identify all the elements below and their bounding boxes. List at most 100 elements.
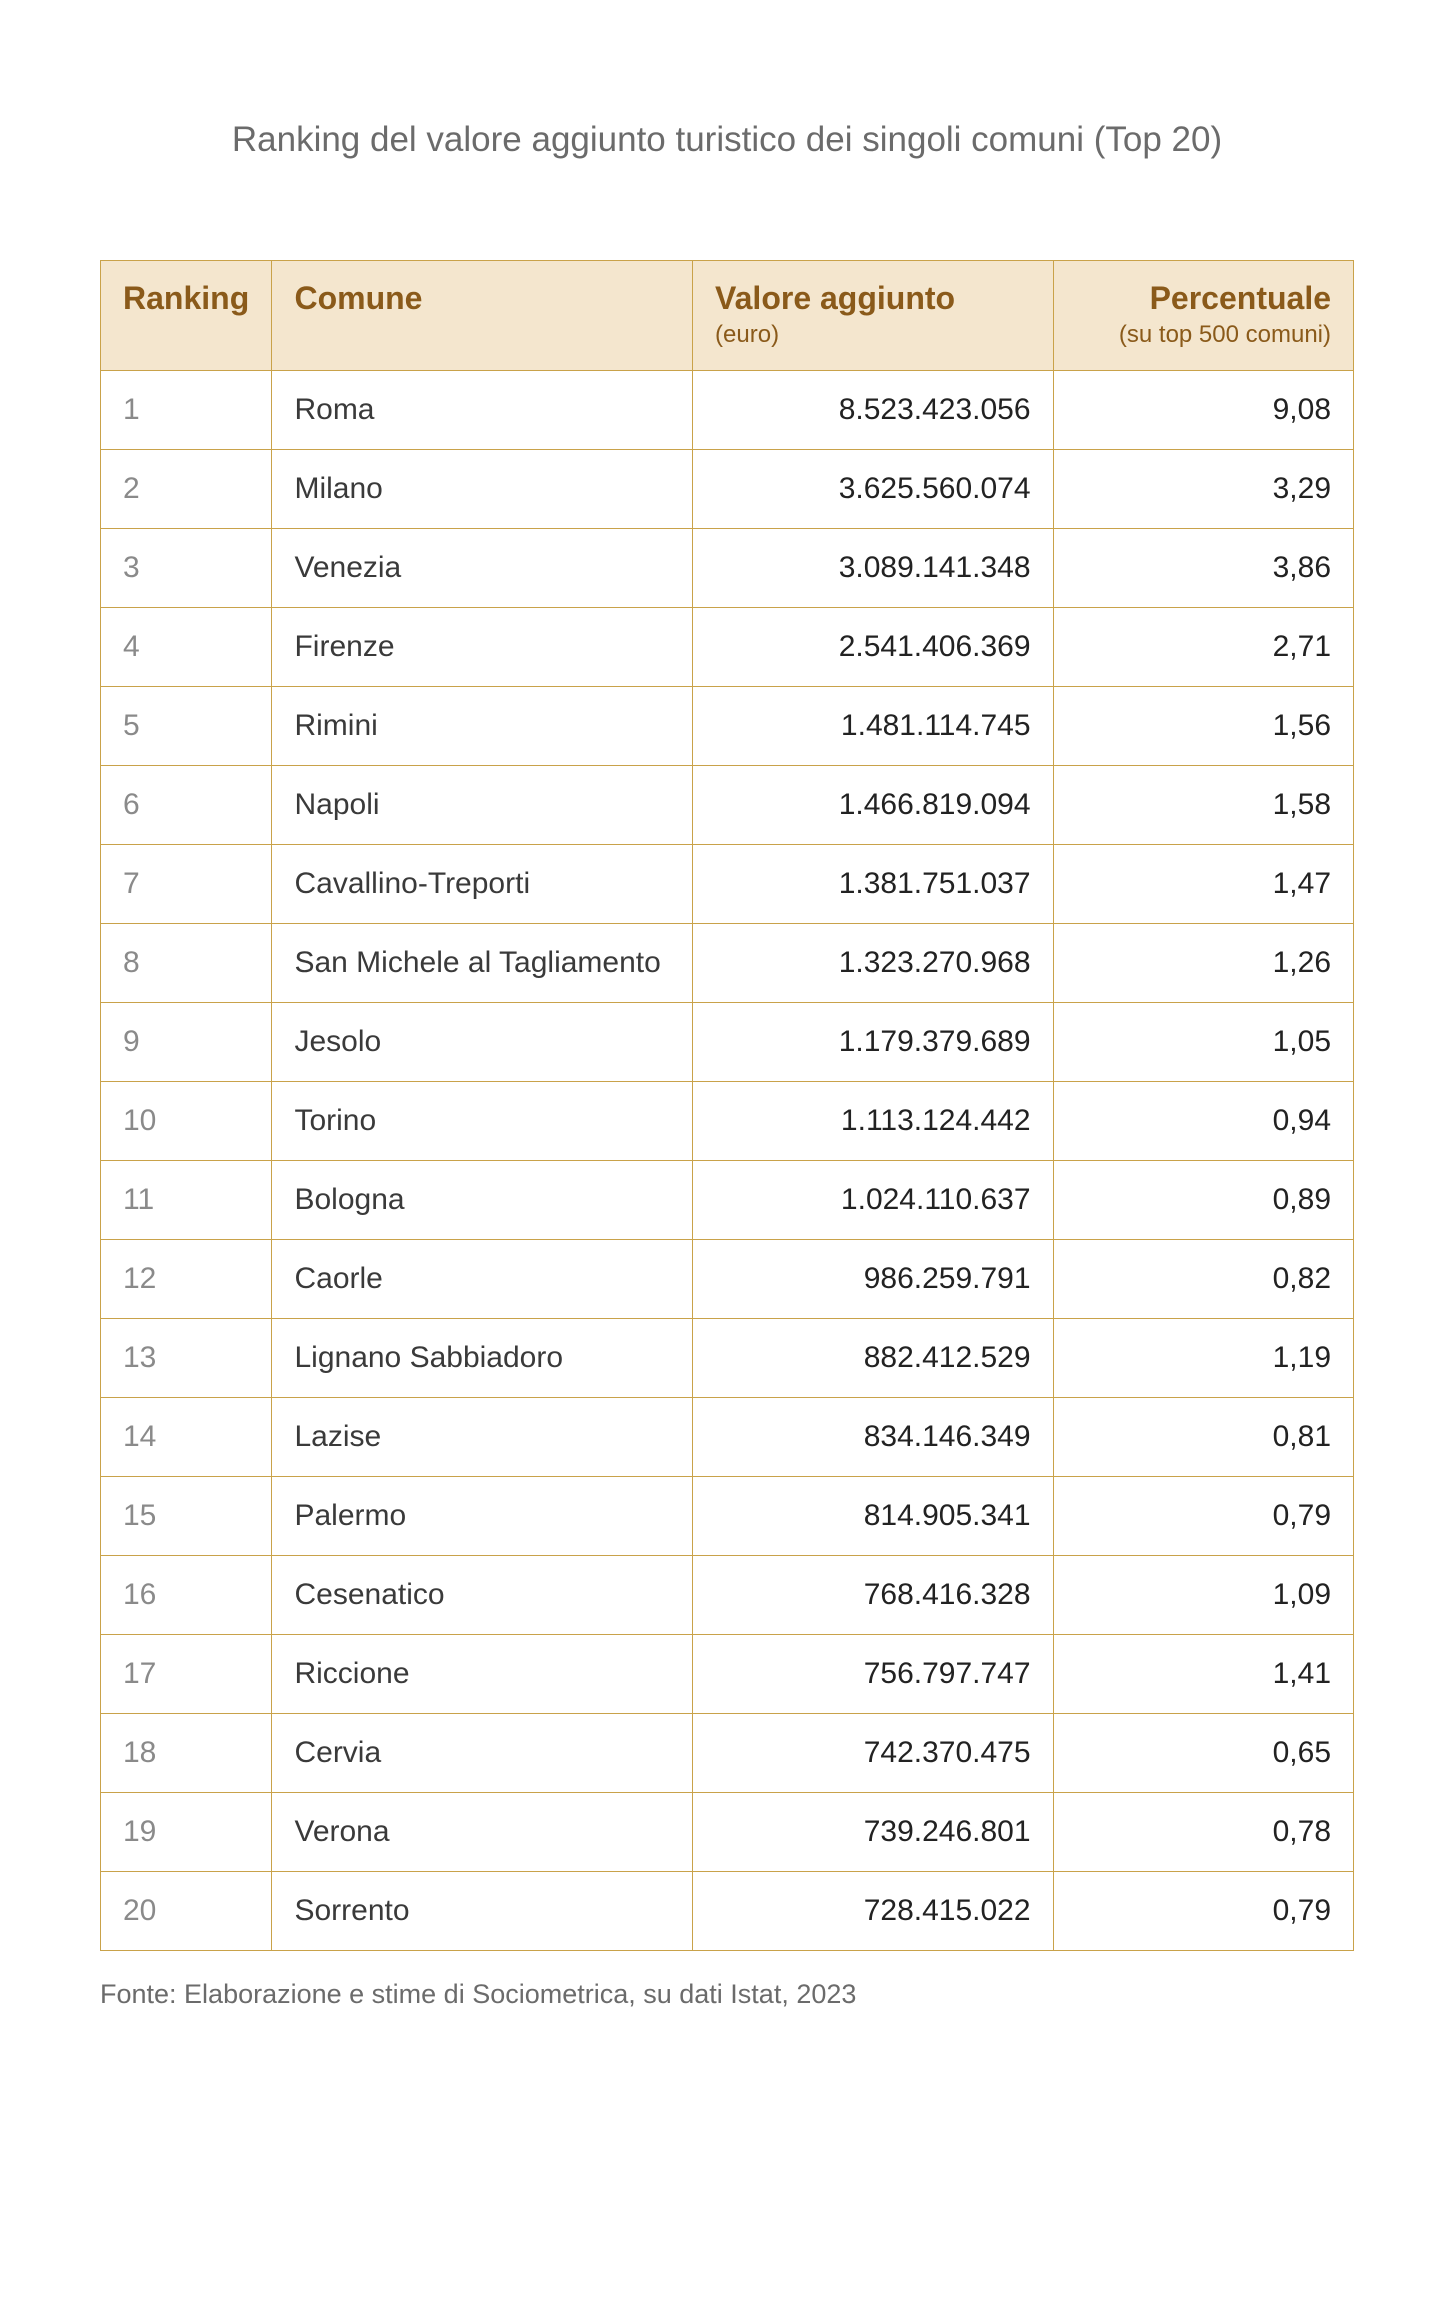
cell-valore: 3.089.141.348: [693, 529, 1054, 608]
table-row: 13Lignano Sabbiadoro882.412.5291,19: [101, 1319, 1354, 1398]
cell-comune: Jesolo: [272, 1003, 693, 1082]
cell-percentuale: 0,78: [1053, 1793, 1353, 1872]
cell-percentuale: 0,82: [1053, 1240, 1353, 1319]
cell-comune: Lignano Sabbiadoro: [272, 1319, 693, 1398]
col-header-comune: Comune: [272, 261, 693, 371]
cell-comune: Sorrento: [272, 1872, 693, 1951]
cell-percentuale: 0,79: [1053, 1477, 1353, 1556]
cell-valore: 739.246.801: [693, 1793, 1054, 1872]
cell-valore: 8.523.423.056: [693, 371, 1054, 450]
cell-valore: 1.024.110.637: [693, 1161, 1054, 1240]
table-header-row: Ranking Comune Valore aggiunto (euro) Pe…: [101, 261, 1354, 371]
cell-rank: 18: [101, 1714, 272, 1793]
col-header-label: Valore aggiunto: [715, 280, 955, 316]
cell-percentuale: 1,05: [1053, 1003, 1353, 1082]
cell-percentuale: 3,29: [1053, 450, 1353, 529]
table-row: 2Milano3.625.560.0743,29: [101, 450, 1354, 529]
cell-valore: 814.905.341: [693, 1477, 1054, 1556]
col-header-percentuale: Percentuale (su top 500 comuni): [1053, 261, 1353, 371]
cell-rank: 17: [101, 1635, 272, 1714]
cell-percentuale: 1,58: [1053, 766, 1353, 845]
table-row: 5Rimini1.481.114.7451,56: [101, 687, 1354, 766]
cell-rank: 11: [101, 1161, 272, 1240]
table-row: 9Jesolo1.179.379.6891,05: [101, 1003, 1354, 1082]
cell-rank: 13: [101, 1319, 272, 1398]
cell-comune: Cesenatico: [272, 1556, 693, 1635]
table-row: 14Lazise834.146.3490,81: [101, 1398, 1354, 1477]
cell-comune: Verona: [272, 1793, 693, 1872]
col-header-label: Percentuale: [1150, 280, 1331, 316]
cell-valore: 742.370.475: [693, 1714, 1054, 1793]
cell-rank: 8: [101, 924, 272, 1003]
cell-rank: 3: [101, 529, 272, 608]
col-header-ranking: Ranking: [101, 261, 272, 371]
cell-valore: 1.323.270.968: [693, 924, 1054, 1003]
cell-valore: 834.146.349: [693, 1398, 1054, 1477]
cell-percentuale: 1,41: [1053, 1635, 1353, 1714]
cell-valore: 882.412.529: [693, 1319, 1054, 1398]
cell-comune: Cervia: [272, 1714, 693, 1793]
col-header-sublabel: (euro): [715, 321, 1031, 350]
col-header-sublabel: (su top 500 comuni): [1076, 321, 1331, 350]
page-title: Ranking del valore aggiunto turistico de…: [100, 120, 1354, 160]
cell-rank: 15: [101, 1477, 272, 1556]
col-header-label: Comune: [294, 280, 422, 316]
table-header: Ranking Comune Valore aggiunto (euro) Pe…: [101, 261, 1354, 371]
cell-valore: 728.415.022: [693, 1872, 1054, 1951]
source-footnote: Fonte: Elaborazione e stime di Sociometr…: [100, 1979, 1354, 2010]
cell-percentuale: 1,26: [1053, 924, 1353, 1003]
table-row: 10Torino1.113.124.4420,94: [101, 1082, 1354, 1161]
cell-comune: Palermo: [272, 1477, 693, 1556]
ranking-table: Ranking Comune Valore aggiunto (euro) Pe…: [100, 260, 1354, 1951]
cell-comune: Napoli: [272, 766, 693, 845]
page: Ranking del valore aggiunto turistico de…: [0, 0, 1454, 2090]
cell-percentuale: 9,08: [1053, 371, 1353, 450]
col-header-valore: Valore aggiunto (euro): [693, 261, 1054, 371]
cell-percentuale: 0,79: [1053, 1872, 1353, 1951]
cell-comune: Torino: [272, 1082, 693, 1161]
col-header-label: Ranking: [123, 280, 249, 316]
cell-rank: 20: [101, 1872, 272, 1951]
cell-rank: 16: [101, 1556, 272, 1635]
cell-comune: Roma: [272, 371, 693, 450]
table-body: 1Roma8.523.423.0569,082Milano3.625.560.0…: [101, 371, 1354, 1951]
table-row: 11Bologna1.024.110.6370,89: [101, 1161, 1354, 1240]
cell-comune: Cavallino-Treporti: [272, 845, 693, 924]
table-row: 15Palermo814.905.3410,79: [101, 1477, 1354, 1556]
table-row: 4Firenze2.541.406.3692,71: [101, 608, 1354, 687]
cell-valore: 1.179.379.689: [693, 1003, 1054, 1082]
cell-comune: Bologna: [272, 1161, 693, 1240]
cell-comune: Caorle: [272, 1240, 693, 1319]
cell-valore: 1.481.114.745: [693, 687, 1054, 766]
cell-percentuale: 0,65: [1053, 1714, 1353, 1793]
cell-rank: 2: [101, 450, 272, 529]
table-row: 16Cesenatico768.416.3281,09: [101, 1556, 1354, 1635]
cell-comune: Rimini: [272, 687, 693, 766]
cell-percentuale: 1,47: [1053, 845, 1353, 924]
cell-valore: 2.541.406.369: [693, 608, 1054, 687]
cell-percentuale: 0,94: [1053, 1082, 1353, 1161]
table-row: 7Cavallino-Treporti1.381.751.0371,47: [101, 845, 1354, 924]
cell-rank: 9: [101, 1003, 272, 1082]
cell-percentuale: 0,89: [1053, 1161, 1353, 1240]
cell-rank: 14: [101, 1398, 272, 1477]
cell-valore: 986.259.791: [693, 1240, 1054, 1319]
cell-rank: 19: [101, 1793, 272, 1872]
cell-percentuale: 1,09: [1053, 1556, 1353, 1635]
cell-valore: 1.466.819.094: [693, 766, 1054, 845]
table-row: 1Roma8.523.423.0569,08: [101, 371, 1354, 450]
cell-rank: 5: [101, 687, 272, 766]
table-row: 18Cervia742.370.4750,65: [101, 1714, 1354, 1793]
cell-comune: Lazise: [272, 1398, 693, 1477]
cell-percentuale: 2,71: [1053, 608, 1353, 687]
table-row: 20Sorrento728.415.0220,79: [101, 1872, 1354, 1951]
cell-rank: 7: [101, 845, 272, 924]
cell-valore: 756.797.747: [693, 1635, 1054, 1714]
cell-percentuale: 0,81: [1053, 1398, 1353, 1477]
cell-rank: 10: [101, 1082, 272, 1161]
cell-valore: 1.113.124.442: [693, 1082, 1054, 1161]
table-row: 6Napoli1.466.819.0941,58: [101, 766, 1354, 845]
table-row: 12Caorle986.259.7910,82: [101, 1240, 1354, 1319]
table-row: 3Venezia3.089.141.3483,86: [101, 529, 1354, 608]
cell-percentuale: 3,86: [1053, 529, 1353, 608]
